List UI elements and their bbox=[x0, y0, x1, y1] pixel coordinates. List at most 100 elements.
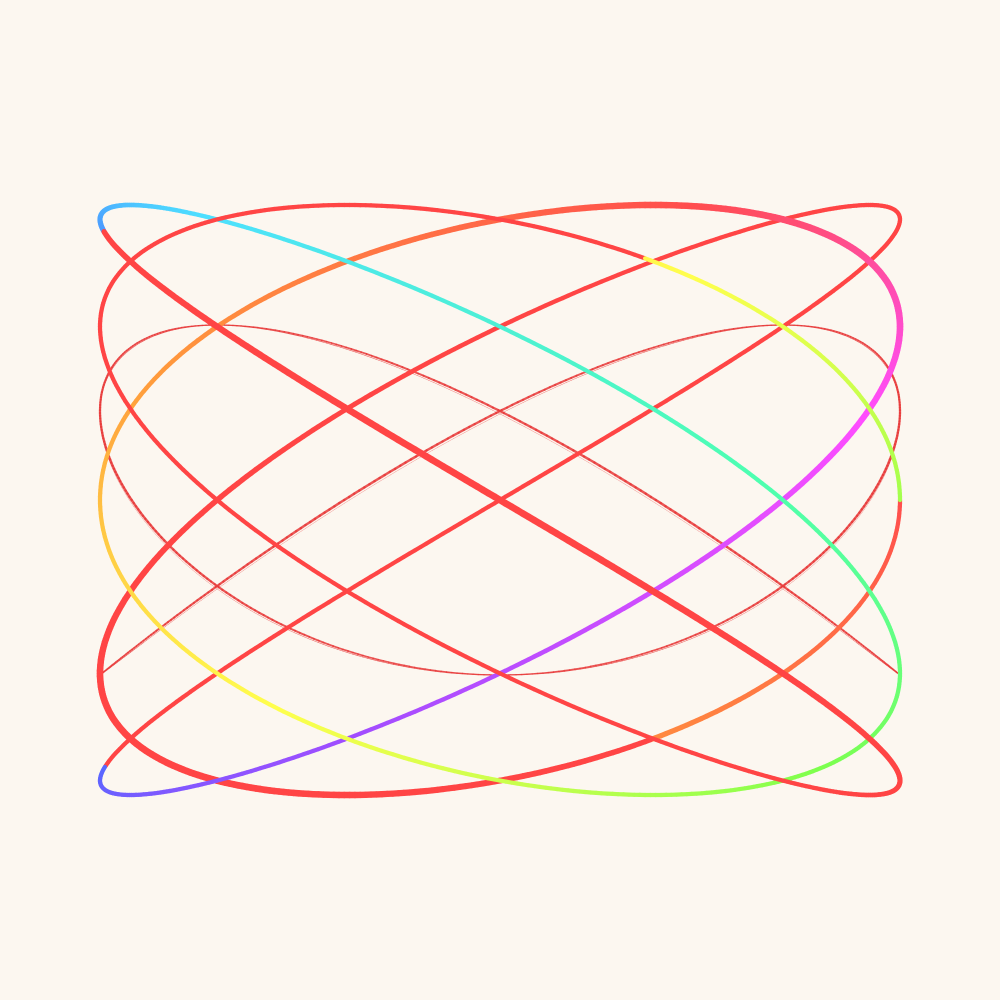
tracer-segment bbox=[728, 328, 735, 331]
tracer-segment bbox=[671, 644, 678, 647]
tracer-segment bbox=[146, 337, 150, 340]
tracer-segment bbox=[496, 412, 503, 416]
tracer-segment bbox=[628, 355, 635, 358]
tracer-segment bbox=[669, 512, 676, 516]
tracer-segment bbox=[710, 330, 717, 334]
tracer-segment bbox=[364, 487, 370, 491]
tracer-segment bbox=[144, 521, 148, 526]
tracer-segment bbox=[535, 432, 542, 436]
tracer-segment bbox=[624, 484, 631, 488]
tracer-segment bbox=[551, 441, 558, 445]
tracer-segment bbox=[168, 329, 173, 332]
tracer-segment bbox=[825, 619, 829, 623]
tracer-segment bbox=[637, 655, 643, 658]
tracer-segment bbox=[270, 329, 276, 332]
tracer-segment bbox=[116, 360, 119, 364]
tracer-segment bbox=[727, 619, 733, 623]
tracer-segment bbox=[354, 493, 360, 498]
tracer-segment bbox=[679, 518, 685, 523]
tracer-segment bbox=[393, 664, 399, 666]
tracer-segment bbox=[534, 394, 540, 398]
tracer-segment bbox=[111, 465, 113, 469]
tracer-segment bbox=[107, 375, 109, 379]
tracer-segment bbox=[375, 359, 382, 362]
tracer-segment bbox=[674, 515, 680, 519]
tracer-segment bbox=[712, 540, 718, 544]
tracer-segment bbox=[649, 495, 658, 502]
tracer-segment bbox=[579, 666, 587, 670]
tracer-segment bbox=[871, 653, 875, 656]
tracer-segment bbox=[530, 429, 536, 433]
tracer-segment bbox=[157, 333, 161, 335]
tracer-segment bbox=[464, 429, 470, 433]
tracer-segment bbox=[865, 649, 868, 652]
tracer-segment bbox=[330, 344, 337, 347]
tracer-segment bbox=[683, 338, 689, 341]
tracer-segment bbox=[437, 444, 444, 448]
tracer-segment bbox=[729, 328, 735, 331]
tracer-segment bbox=[705, 331, 712, 335]
tracer-segment bbox=[880, 359, 883, 362]
tracer-segment bbox=[503, 415, 509, 419]
tracer-segment bbox=[424, 668, 432, 671]
tracer-segment bbox=[491, 415, 497, 419]
tracer-segment bbox=[297, 335, 303, 338]
tracer-segment bbox=[419, 667, 426, 670]
tracer-segment bbox=[739, 558, 744, 562]
tracer-segment bbox=[858, 644, 862, 647]
tracer-segment bbox=[792, 578, 797, 582]
tracer-segment bbox=[745, 610, 750, 613]
tracer-segment bbox=[176, 555, 180, 559]
tracer-segment bbox=[137, 512, 141, 516]
tracer-segment bbox=[701, 334, 708, 336]
tracer-segment bbox=[204, 594, 209, 598]
tracer-segment bbox=[445, 671, 453, 674]
tracer-segment bbox=[859, 512, 863, 516]
tracer-segment bbox=[681, 640, 687, 643]
tracer-segment bbox=[387, 662, 394, 665]
tracer-segment bbox=[676, 642, 683, 645]
tracer-segment bbox=[103, 441, 105, 445]
tracer-segment bbox=[192, 570, 197, 574]
tracer-segment bbox=[650, 499, 656, 504]
tracer-segment bbox=[152, 531, 156, 535]
tracer-segment bbox=[357, 655, 363, 658]
tracer-segment bbox=[381, 360, 387, 364]
tracer-segment bbox=[812, 610, 817, 613]
tracer-segment bbox=[803, 570, 808, 574]
tracer-segment bbox=[884, 471, 887, 476]
tracer-segment bbox=[824, 328, 829, 331]
tracer-segment bbox=[109, 462, 112, 466]
tracer-segment bbox=[239, 570, 244, 574]
tracer-segment bbox=[513, 421, 520, 425]
tracer-segment bbox=[210, 584, 215, 588]
tracer-segment bbox=[142, 518, 146, 523]
tracer-segment bbox=[720, 330, 726, 333]
tracer-segment bbox=[274, 329, 281, 332]
tracer-segment bbox=[310, 521, 316, 526]
tracer-segment bbox=[342, 650, 348, 653]
tracer-segment bbox=[523, 399, 530, 403]
tracer-segment bbox=[250, 610, 255, 613]
tracer-segment bbox=[303, 636, 309, 640]
tracer-segment bbox=[595, 665, 602, 667]
tracer-segment bbox=[442, 441, 449, 445]
tracer-segment bbox=[372, 657, 380, 661]
tracer-segment bbox=[460, 394, 466, 398]
tracer-segment bbox=[740, 612, 746, 616]
tracer-segment bbox=[387, 661, 395, 665]
tracer-segment bbox=[196, 572, 200, 577]
tracer-segment bbox=[878, 659, 882, 662]
tracer-segment bbox=[578, 456, 584, 460]
tracer-segment bbox=[848, 636, 852, 640]
tracer-segment bbox=[134, 647, 137, 650]
tracer-segment bbox=[528, 396, 535, 400]
tracer-segment bbox=[665, 509, 671, 513]
tracer-segment bbox=[844, 335, 849, 338]
tracer-segment bbox=[362, 654, 369, 658]
tracer-segment bbox=[741, 326, 748, 329]
tracer-segment bbox=[611, 661, 618, 664]
tracer-segment bbox=[125, 653, 129, 656]
tracer-segment bbox=[184, 326, 189, 328]
tracer-segment bbox=[765, 597, 771, 601]
